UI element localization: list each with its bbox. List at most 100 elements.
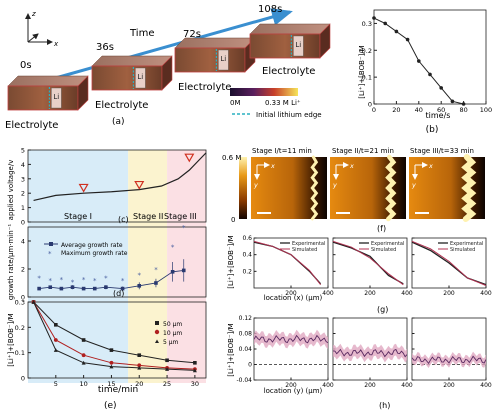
panel-d-maximum-point: *: [154, 266, 158, 274]
panel-d-maximum-point: *: [71, 279, 75, 287]
panel-d-maximum-point: *: [49, 277, 53, 285]
panel-b-point: [417, 59, 421, 63]
panel-b-xtick-label: 40: [415, 106, 423, 114]
panel-a-colorbar-min: 0M: [230, 99, 241, 107]
panel-h: 200 400 -0.04 0 0.04 0.08 0.12 200 400 200 400 [Li…: [227, 315, 492, 410]
time-label: Time: [129, 28, 154, 39]
concentration-map-1: [251, 157, 327, 219]
panel-b-ytick-label: 0.2: [362, 47, 372, 55]
panel-g-xlabel: location (x) (μm): [264, 294, 323, 302]
panel-b-ytick-label: 0.3: [362, 20, 372, 28]
panel-g-ytick-label: 0.4: [242, 252, 252, 259]
concentration-map-3: [409, 157, 485, 219]
panel-b-xtick-label: 80: [459, 106, 467, 114]
legend-average: Average growth rate: [61, 242, 123, 249]
panel-e-xtick-label: 5: [54, 380, 58, 388]
panel-e-point-circle: [137, 363, 142, 368]
block-top-1: [91, 55, 173, 67]
panel-e-point-square: [137, 353, 142, 357]
panel-g-ytick-label: 0.2: [242, 268, 252, 275]
stage-3-label: Stage III: [164, 212, 197, 221]
panel-e-point-square: [109, 348, 114, 352]
panel-e-ytick-label: 0.2: [15, 324, 25, 332]
panel-h-frame-3: [411, 317, 487, 381]
lithium-slab-0: [51, 87, 62, 109]
panel-d-maximum-point: *: [93, 277, 97, 285]
panel-d-average-point: [48, 285, 53, 289]
panel-g-ylabel: [Li⁺]+[BOB⁻]/M: [227, 235, 235, 288]
panel-e-point-circle: [109, 360, 114, 365]
panel-b-xtick-label: 60: [437, 106, 445, 114]
panel-d-maximum-point: *: [82, 276, 86, 284]
panel-d-average-point: [70, 285, 75, 289]
panel-d-average-point: [170, 270, 175, 274]
lithium-slab-3: [293, 35, 304, 57]
panel-e-point-square: [54, 323, 58, 327]
panel-e-ytick-label: 0: [21, 375, 25, 383]
panel-a: z x Time 0s 36s 72s 108s Li Li Li Li Electr…: [5, 4, 331, 131]
panel-f-colorbar-max: 0.6 M: [222, 154, 241, 162]
stage-2-band: [128, 150, 168, 383]
panel-b-point: [439, 86, 444, 90]
panel-b-point: [461, 102, 466, 106]
panel-d-maximum-point: *: [138, 272, 142, 280]
panel-g-experimental-line: [332, 241, 404, 285]
panel-c-stage-marker: [78, 183, 89, 193]
panel-a-axes-icon: z x: [25, 10, 59, 48]
panel-b-xtick-label: 20: [392, 106, 400, 114]
panel-h-ytick-label: 0.12: [239, 315, 253, 322]
concentration-map-2: [330, 157, 406, 219]
panel-h-xtick-label: 200: [285, 382, 297, 389]
caption-b: (b): [426, 125, 439, 135]
panel-g-simulated-line: [332, 240, 404, 286]
panel-h-mean-line: [253, 334, 329, 344]
panel-d-average-point: [137, 284, 142, 288]
panel-g-xtick-label: 400: [401, 290, 413, 297]
panel-d-ylabel: growth rate/μm·min⁻¹: [7, 224, 15, 301]
panel-b-ylabel: [Li⁺]+[BOB⁻]/M: [358, 45, 366, 98]
panel-g-xtick-label: 200: [443, 290, 455, 297]
panel-cde: 0 1 2 3 4 5 0 2 4 * * * * * * * * * * * * 0 0.1 0.2 0.3 5 10 15 20…: [7, 147, 207, 411]
electrolyte-label-2: Electrolyte: [95, 100, 148, 111]
panel-d-ytick-label: 4: [21, 238, 25, 246]
time-108s: 108s: [258, 4, 282, 15]
time-0s: 0s: [20, 60, 32, 71]
panel-b-point: [394, 29, 399, 34]
caption-d: (d): [113, 289, 124, 298]
panel-c-ytick-label: 3: [21, 175, 25, 183]
panel-h-ytick-label: 0.04: [239, 346, 253, 353]
time-arrow: [19, 8, 293, 90]
panel-b: 0 20 40 60 80 100 0 0.1 0.2 0.3 [Li⁺]+[BOB⁻]/M ti…: [358, 9, 492, 135]
panel-h-ytick-label: -0.04: [236, 377, 252, 384]
time-72s: 72s: [183, 29, 201, 40]
panel-d-average-point: [92, 286, 97, 291]
map-y-label-3: y: [411, 181, 416, 189]
legend-10um: 10 μm: [163, 330, 182, 337]
panel-e-point-triangle: [109, 364, 114, 369]
li-label-0: Li: [53, 93, 59, 101]
panel-d-maximum-point: *: [182, 224, 186, 232]
caption-c: (c): [118, 215, 129, 224]
caption-e: (e): [104, 401, 117, 411]
panel-c-voltage-curve: [33, 152, 207, 201]
li-label-1: Li: [137, 73, 143, 81]
panel-b-point: [372, 16, 376, 20]
panel-e-point-circle: [53, 338, 58, 342]
panel-d-maximum-point: *: [121, 277, 125, 285]
block-side-1: [161, 55, 173, 91]
panel-h-mean-line: [332, 348, 408, 358]
panel-b-point: [450, 99, 455, 104]
map-y-label-2: y: [332, 181, 337, 189]
panel-e-xtick-label: 10: [79, 380, 87, 388]
block-side-0: [77, 75, 89, 111]
panel-e-point-triangle: [53, 348, 58, 352]
panel-f-title-2: Stage II/t=21 min: [332, 147, 394, 155]
panel-e-point-triangle: [31, 300, 36, 304]
dendrite-front-1: [310, 155, 319, 221]
panel-g-ytick-label: 0.6: [242, 235, 252, 242]
panel-d-average-point: [181, 268, 186, 273]
block-top-3: [249, 23, 331, 35]
initial-edge-legend-text: Initial lithium edge: [256, 111, 322, 119]
panel-d-ytick-label: 2: [21, 266, 25, 274]
panel-c-ytick-label: 1: [21, 204, 25, 212]
